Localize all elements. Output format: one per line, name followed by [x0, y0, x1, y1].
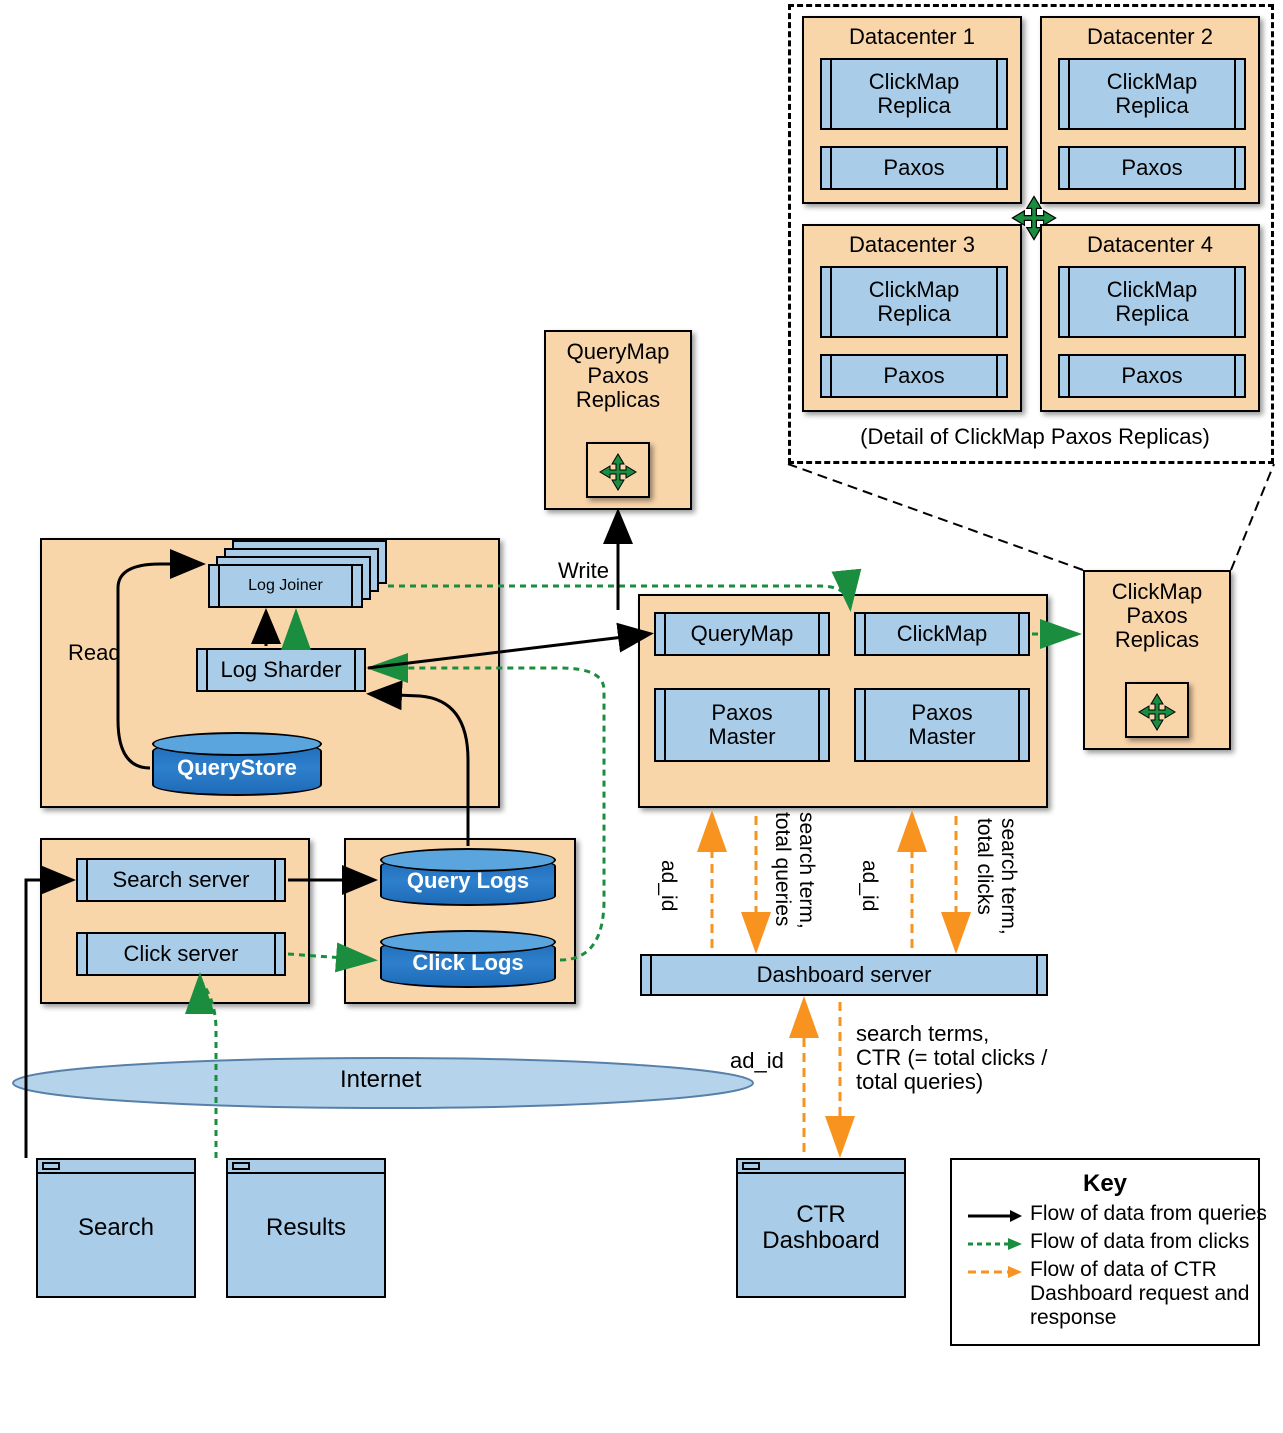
dc4-replica: ClickMap Replica	[1058, 266, 1246, 338]
dc1-paxos: Paxos	[820, 146, 1008, 190]
datacenter-4: Datacenter 4 ClickMap Replica Paxos	[1040, 224, 1260, 412]
key-arrow-orange-icon	[966, 1264, 1022, 1280]
internet-label: Internet	[340, 1066, 421, 1094]
dc4-paxos: Paxos	[1058, 354, 1246, 398]
click-server: Click server	[76, 932, 286, 976]
detail-caption: (Detail of ClickMap Paxos Replicas)	[800, 424, 1270, 450]
dc2-paxos: Paxos	[1058, 146, 1246, 190]
key-arrow-green-icon	[966, 1236, 1022, 1252]
querystore-cyl: QueryStore	[152, 740, 322, 796]
results-window: Results	[226, 1158, 386, 1298]
clickmap-box: ClickMap	[854, 612, 1030, 656]
clickmap-replicas-box: ClickMap Paxos Replicas	[1083, 570, 1231, 750]
dc3-paxos: Paxos	[820, 354, 1008, 398]
dc3-title: Datacenter 3	[804, 232, 1020, 258]
ad-id-1-label: ad_id	[656, 860, 680, 911]
key-legend: Key Flow of data from queries Flow of da…	[950, 1158, 1260, 1346]
dc1-replica: ClickMap Replica	[820, 58, 1008, 130]
log-sharder: Log Sharder	[196, 648, 366, 692]
search-window-label: Search	[78, 1214, 154, 1242]
key-item-2: Flow of data of CTR Dashboard request an…	[1030, 1258, 1250, 1330]
read-label: Read	[68, 640, 121, 666]
ctr-formula-label: search terms, CTR (= total clicks / tota…	[856, 1022, 1047, 1095]
search-term-clicks-label: search term, total clicks	[972, 818, 1020, 935]
dashboard-server: Dashboard server	[640, 954, 1048, 996]
paxos-master-1: Paxos Master	[654, 688, 830, 762]
ad-id-3-label: ad_id	[730, 1048, 784, 1074]
click-logs-label: Click Logs	[412, 950, 523, 976]
datacenter-1: Datacenter 1 ClickMap Replica Paxos	[802, 16, 1022, 204]
ctr-dashboard-label: CTR Dashboard	[762, 1202, 879, 1255]
ctr-dashboard-window: CTR Dashboard	[736, 1158, 906, 1298]
querymap-cross-icon	[598, 452, 638, 492]
click-logs-cyl: Click Logs	[380, 938, 556, 988]
search-term-queries-label: search term, total queries	[770, 812, 818, 929]
results-window-label: Results	[266, 1214, 346, 1242]
query-logs-label: Query Logs	[407, 868, 529, 894]
clickmap-replicas-label: ClickMap Paxos Replicas	[1085, 580, 1229, 653]
dc2-title: Datacenter 2	[1042, 24, 1258, 50]
paxos-master-2: Paxos Master	[854, 688, 1030, 762]
querymap-replicas-box: QueryMap Paxos Replicas	[544, 330, 692, 510]
log-joiner-label: Log Joiner	[248, 577, 323, 595]
dc2-replica: ClickMap Replica	[1058, 58, 1246, 130]
key-title: Key	[966, 1170, 1244, 1198]
dc1-title: Datacenter 1	[804, 24, 1020, 50]
key-item-1: Flow of data from clicks	[1030, 1230, 1249, 1254]
ad-id-2-label: ad_id	[857, 860, 881, 911]
write-label: Write	[558, 558, 609, 584]
datacenter-2: Datacenter 2 ClickMap Replica Paxos	[1040, 16, 1260, 204]
detail-cross-icon	[1010, 194, 1058, 242]
query-logs-cyl: Query Logs	[380, 856, 556, 906]
querymap-replicas-label: QueryMap Paxos Replicas	[546, 340, 690, 413]
key-arrow-black-icon	[966, 1208, 1022, 1224]
querymap-box: QueryMap	[654, 612, 830, 656]
clickmap-cross-icon	[1137, 692, 1177, 732]
key-item-0: Flow of data from queries	[1030, 1202, 1267, 1226]
querystore-label: QueryStore	[177, 755, 297, 781]
dc3-replica: ClickMap Replica	[820, 266, 1008, 338]
search-server: Search server	[76, 858, 286, 902]
search-window: Search	[36, 1158, 196, 1298]
dc4-title: Datacenter 4	[1042, 232, 1258, 258]
datacenter-3: Datacenter 3 ClickMap Replica Paxos	[802, 224, 1022, 412]
